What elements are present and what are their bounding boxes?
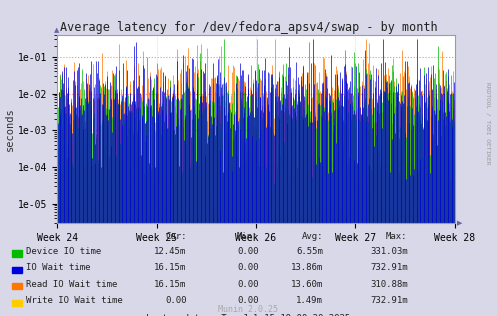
Text: Read IO Wait time: Read IO Wait time [26, 280, 117, 289]
Text: 0.00: 0.00 [237, 247, 258, 256]
Text: 0.00: 0.00 [237, 280, 258, 289]
Text: 6.55m: 6.55m [296, 247, 323, 256]
Text: 0.00: 0.00 [165, 296, 186, 305]
Text: RRDTOOL / TOBI OETIKER: RRDTOOL / TOBI OETIKER [486, 82, 491, 165]
Text: Write IO Wait time: Write IO Wait time [26, 296, 123, 305]
Text: 732.91m: 732.91m [370, 296, 408, 305]
Text: 0.00: 0.00 [237, 296, 258, 305]
Text: 13.60m: 13.60m [291, 280, 323, 289]
Text: Min:: Min: [237, 232, 258, 240]
Text: ▶: ▶ [457, 220, 462, 226]
Text: 0.00: 0.00 [237, 263, 258, 272]
Text: Cur:: Cur: [165, 232, 186, 240]
Text: ▲: ▲ [55, 27, 60, 33]
Text: 16.15m: 16.15m [154, 263, 186, 272]
Text: IO Wait time: IO Wait time [26, 263, 90, 272]
Text: Munin 2.0.25: Munin 2.0.25 [219, 305, 278, 314]
Text: Max:: Max: [386, 232, 408, 240]
Text: 310.88m: 310.88m [370, 280, 408, 289]
Text: 12.45m: 12.45m [154, 247, 186, 256]
Y-axis label: seconds: seconds [5, 107, 15, 151]
Text: Avg:: Avg: [302, 232, 323, 240]
Text: 732.91m: 732.91m [370, 263, 408, 272]
Text: 1.49m: 1.49m [296, 296, 323, 305]
Text: 16.15m: 16.15m [154, 280, 186, 289]
Text: 13.86m: 13.86m [291, 263, 323, 272]
Text: Device IO time: Device IO time [26, 247, 101, 256]
Text: 331.03m: 331.03m [370, 247, 408, 256]
Text: Last update:  Tue Jul 15 19:00:20 2025: Last update: Tue Jul 15 19:00:20 2025 [147, 314, 350, 316]
Text: Average latency for /dev/fedora_apsv4/swap - by month: Average latency for /dev/fedora_apsv4/sw… [60, 21, 437, 33]
